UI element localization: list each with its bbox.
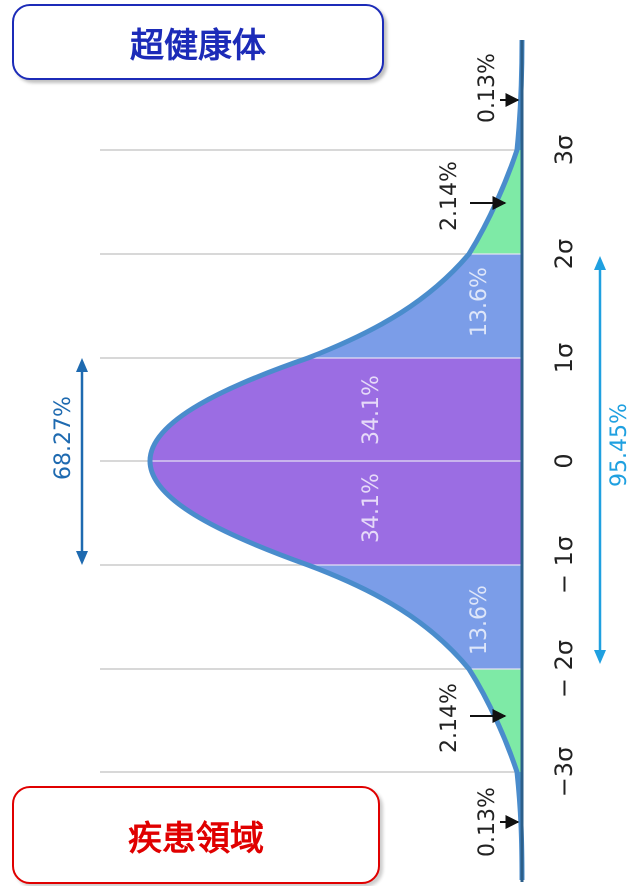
segment-label-1s2s-bottom: 13.6%: [467, 585, 492, 655]
label-2s3s-bottom: 2.14%: [437, 683, 462, 753]
tick-label-2s: 2σ: [550, 239, 578, 269]
tick-label-m3s: −3σ: [550, 747, 578, 798]
tick-labels: 3σ 2σ 1σ 0 − 1σ − 2σ −3σ: [550, 135, 578, 798]
tick-label-0: 0: [550, 453, 578, 468]
two-sigma-arrowhead-top: [594, 256, 606, 270]
pointer-arrows: [470, 93, 520, 829]
one-sigma-range: 68.27%: [51, 358, 88, 565]
segment-label-center-top: 34.1%: [359, 375, 384, 445]
tick-label-m2s: − 2σ: [550, 640, 578, 698]
label-tail-bottom: 0.13%: [475, 787, 500, 857]
disease-area-label-box: 疾患領域: [12, 786, 380, 884]
super-healthy-label: 超健康体: [130, 25, 266, 66]
tick-label-3s: 3σ: [550, 135, 578, 165]
tick-label-1s: 1σ: [550, 343, 578, 373]
two-sigma-arrowhead-bottom: [594, 650, 606, 664]
disease-area-label: 疾患領域: [128, 818, 264, 859]
one-sigma-arrowhead-bottom: [76, 551, 88, 565]
tick-label-m1s: − 1σ: [550, 536, 578, 594]
label-2s3s-top: 2.14%: [437, 161, 462, 231]
two-sigma-range-label: 95.45%: [607, 403, 631, 487]
label-tail-top: 0.13%: [475, 53, 500, 123]
super-healthy-label-box: 超健康体: [12, 4, 384, 80]
inner-gridlines: [150, 253, 522, 670]
tail-labels: 2.14% 2.14% 0.13% 0.13%: [437, 53, 500, 857]
one-sigma-range-label: 68.27%: [51, 396, 76, 480]
two-sigma-range: 95.45%: [594, 256, 631, 664]
segment-label-center-bottom: 34.1%: [359, 473, 384, 543]
segment-labels: 34.1% 34.1% 13.6% 13.6%: [359, 267, 492, 655]
one-sigma-arrowhead-top: [76, 358, 88, 372]
segment-label-1s2s-top: 13.6%: [467, 267, 492, 337]
